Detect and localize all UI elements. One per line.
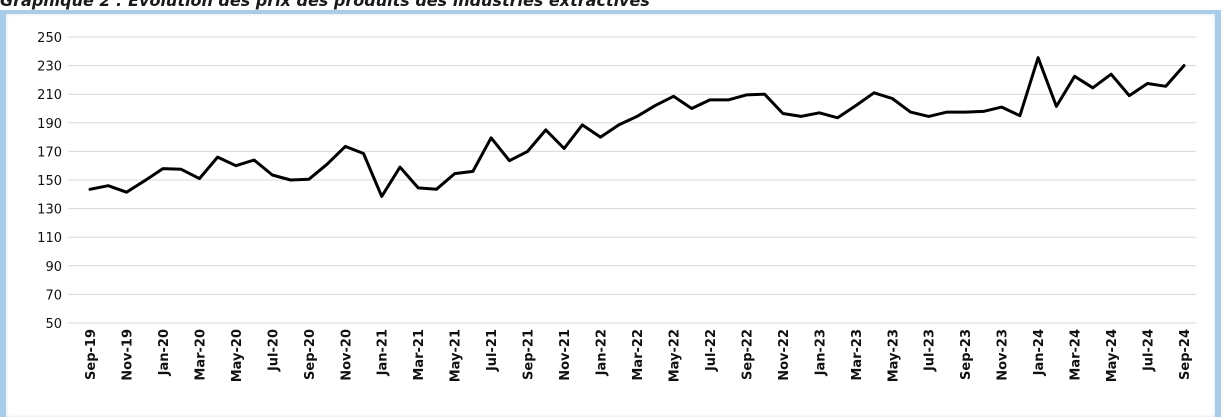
chart-frame xyxy=(0,10,1221,417)
x-tick-label: Sep-20 xyxy=(303,329,318,380)
x-tick-label: Jan-22 xyxy=(595,329,610,376)
y-tick-label: 170 xyxy=(37,145,62,160)
x-tick-label: May-23 xyxy=(886,329,901,382)
x-tick-label: Nov-19 xyxy=(120,329,135,381)
x-tick-label: Jul-21 xyxy=(485,329,500,372)
x-tick-label: Mar-23 xyxy=(850,329,865,381)
x-tick-label: Nov-20 xyxy=(339,329,354,381)
x-tick-label: Mar-24 xyxy=(1069,329,1084,381)
x-tick-label: Nov-21 xyxy=(558,329,573,381)
y-tick-label: 90 xyxy=(45,260,62,275)
y-tick-label: 190 xyxy=(37,117,62,132)
y-tick-label: 230 xyxy=(37,60,62,75)
x-tick-label: Jan-24 xyxy=(1032,329,1047,376)
chart-caption: Graphique 2 : Évolution des prix des pro… xyxy=(0,0,650,10)
x-tick-label: May-21 xyxy=(449,329,464,382)
y-tick-label: 70 xyxy=(45,288,62,303)
y-tick-label: 150 xyxy=(37,174,62,189)
x-tick-label: Mar-21 xyxy=(412,329,427,381)
x-tick-label: Mar-20 xyxy=(193,329,208,381)
x-tick-label: Jan-20 xyxy=(157,329,172,376)
x-tick-label: Sep-23 xyxy=(959,329,974,380)
x-tick-label: May-20 xyxy=(230,329,245,382)
x-tick-label: Jul-24 xyxy=(1142,329,1157,372)
x-tick-label: Jul-20 xyxy=(266,329,281,372)
y-axis-tick-labels: 50 70 90 110 130 150 170 190 210 230 250 xyxy=(37,31,62,332)
gridlines xyxy=(68,36,1196,324)
x-tick-label: Sep-21 xyxy=(522,329,537,380)
x-tick-label: May-22 xyxy=(667,329,682,382)
x-tick-label: Jul-22 xyxy=(704,329,719,372)
x-tick-label: Sep-24 xyxy=(1178,329,1193,380)
x-axis-tick-labels: Sep-19 Nov-19 Jan-20 Mar-20 May-20 Jul-20 Sep-… xyxy=(84,329,1193,382)
x-tick-label: Jan-21 xyxy=(376,329,391,376)
series-line xyxy=(88,56,1186,198)
x-tick-label: Jul-23 xyxy=(923,329,938,372)
x-tick-label: Sep-19 xyxy=(84,329,99,380)
x-tick-label: Jan-23 xyxy=(813,329,828,376)
y-tick-label: 130 xyxy=(37,203,62,218)
x-tick-label: May-24 xyxy=(1105,329,1120,382)
y-tick-label: 250 xyxy=(37,31,62,46)
x-tick-label: Sep-22 xyxy=(740,329,755,380)
x-tick-label: Nov-22 xyxy=(777,329,792,381)
x-tick-label: Mar-22 xyxy=(631,329,646,381)
y-tick-label: 210 xyxy=(37,88,62,103)
y-tick-label: 50 xyxy=(45,317,62,332)
x-tick-label: Nov-23 xyxy=(996,329,1011,381)
y-tick-label: 110 xyxy=(37,231,62,246)
